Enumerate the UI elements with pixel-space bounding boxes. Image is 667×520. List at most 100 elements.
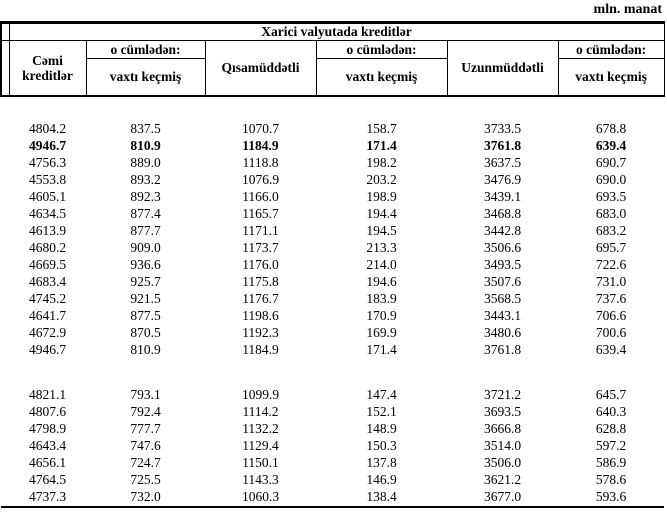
section-gap-cell (1, 359, 664, 387)
value-cell-total-overdue: 870.5 (130, 325, 161, 340)
value-cell-long-term-overdue: 639.4 (595, 138, 627, 153)
value-cell-short-term: 1143.3 (242, 472, 279, 487)
value-cell-long-term-overdue: 695.7 (595, 240, 627, 255)
value-cell-total-overdue: 747.6 (130, 438, 161, 453)
value-cell-total-credits: 4745.2 (28, 291, 67, 306)
value-cell-short-term: 1150.1 (242, 455, 279, 470)
value-cell-short-term-overdue: 146.9 (366, 472, 397, 487)
value-cell-long-term-overdue: 700.6 (595, 325, 627, 340)
cutoff-column-cell (1, 455, 9, 472)
value-cell-long-term: 3761.8 (483, 342, 522, 357)
value-cell-long-term: 3514.0 (483, 438, 522, 453)
value-cell-long-term-overdue: 639.4 (595, 342, 627, 357)
value-cell-total-overdue: 893.2 (130, 172, 161, 187)
value-cell-long-term: 3443.1 (483, 308, 522, 323)
cutoff-column-header (0, 21, 10, 41)
value-cell-total-credits: 4672.9 (28, 325, 67, 340)
value-cell-long-term: 3637.5 (483, 155, 522, 170)
foreign-currency-credits-table: Xarici valyutada kreditlər Cəmi kreditlə… (0, 21, 665, 508)
value-cell-total-overdue: 792.4 (130, 404, 161, 419)
header-data-spacer (1, 96, 664, 121)
value-cell-long-term: 3439.1 (483, 189, 522, 204)
value-cell-short-term-overdue: 170.9 (366, 308, 397, 323)
value-cell-short-term-overdue: 213.3 (366, 240, 397, 255)
cutoff-column-cell (1, 308, 9, 325)
value-cell-short-term-overdue: 138.4 (316, 488, 447, 508)
cutoff-column-cell (1, 223, 9, 240)
column-header-long-term: Uzunmüddətli (446, 40, 559, 97)
cutoff-column-cell (1, 206, 9, 223)
header-row-including: Cəmi kreditlər o cümlədən: Qısamüddətli … (0, 40, 665, 97)
value-cell-long-term-overdue: 690.7 (595, 155, 627, 170)
value-cell-total-credits: 4641.7 (28, 308, 67, 323)
cutoff-column-cell (1, 472, 9, 489)
header-data-spacer-cell (1, 96, 664, 121)
value-cell-long-term: 3468.8 (483, 206, 522, 221)
section-gap (1, 359, 664, 387)
table-row: 4680.2 909.0 1173.7 213.3 3506.6 695.7 (1, 240, 664, 257)
value-cell-total-credits: 4764.5 (28, 472, 67, 487)
cutoff-column-cell (1, 438, 9, 455)
value-cell-long-term-overdue: 683.0 (595, 206, 627, 221)
value-cell-short-term-overdue: 152.1 (366, 404, 397, 419)
table-title: Xarici valyutada kreditlər (8, 21, 665, 41)
table-row: 4807.6 792.4 1114.2 152.1 3693.5 640.3 (1, 404, 664, 421)
value-cell-short-term: 1166.0 (242, 189, 279, 204)
header-row-overdue: vaxtı keçmiş vaxtı keçmiş vaxtı keçmiş (1, 58, 665, 97)
unit-label: mln. manat (593, 2, 662, 17)
value-cell-short-term-overdue: 148.9 (366, 421, 397, 436)
cutoff-column-cell (1, 257, 9, 274)
value-cell-short-term-overdue: 198.2 (366, 155, 397, 170)
cutoff-column-cell (1, 172, 9, 189)
value-cell-total-credits: 4807.6 (28, 404, 67, 419)
table-row: 4553.8 893.2 1076.9 203.2 3476.9 690.0 (1, 172, 664, 189)
table-row: 4804.2 837.5 1070.7 158.7 3733.5 678.8 (1, 121, 664, 138)
value-cell-total-credits: 4946.7 (28, 138, 67, 153)
value-cell-short-term: 1060.3 (205, 488, 316, 508)
value-cell-total-credits: 4946.7 (28, 342, 67, 357)
value-cell-short-term: 1132.2 (242, 421, 279, 436)
value-cell-long-term-overdue: 645.7 (595, 387, 627, 402)
column-header-short-term: Qısamüddətli (204, 40, 317, 97)
value-cell-short-term-overdue: 203.2 (366, 172, 397, 187)
cutoff-column-cell (1, 121, 9, 138)
table-row: 4683.4 925.7 1175.8 194.6 3507.6 731.0 (1, 274, 664, 291)
value-cell-total-overdue: 936.6 (130, 257, 161, 272)
table-row: 4643.4 747.6 1129.4 150.3 3514.0 597.2 (1, 438, 664, 455)
table-body: 4804.2 837.5 1070.7 158.7 3733.5 678.8 4946.7 8… (1, 96, 665, 508)
value-cell-long-term-overdue: 678.8 (595, 121, 627, 136)
value-cell-short-term: 1175.8 (242, 274, 279, 289)
value-cell-long-term-overdue: 683.2 (595, 223, 627, 238)
column-header-including-2: o cümlədən: (315, 40, 448, 59)
table-row: 4764.5 725.5 1143.3 146.9 3621.2 578.6 (1, 472, 664, 489)
value-cell-long-term-overdue: 628.8 (595, 421, 627, 436)
value-cell-long-term-overdue: 640.3 (595, 404, 627, 419)
column-header-overdue-2: vaxtı keçmiş (315, 58, 448, 97)
cutoff-column-header-body (0, 40, 10, 97)
value-cell-short-term-overdue: 198.9 (366, 189, 397, 204)
table-header: Xarici valyutada kreditlər Cəmi kreditlə… (0, 21, 665, 97)
table-row: 4669.5 936.6 1176.0 214.0 3493.5 722.6 (1, 257, 664, 274)
value-cell-long-term-overdue: 722.6 (595, 257, 627, 272)
value-cell-total-overdue: 877.5 (130, 308, 161, 323)
table-row: 4946.7 810.9 1184.9 171.4 3761.8 639.4 (1, 342, 664, 359)
value-cell-short-term-overdue: 137.8 (366, 455, 397, 470)
value-cell-short-term-overdue: 194.5 (366, 223, 397, 238)
value-cell-total-credits: 4656.1 (28, 455, 67, 470)
value-cell-long-term: 3621.2 (483, 472, 522, 487)
value-cell-total-overdue: 909.0 (130, 240, 161, 255)
value-cell-long-term: 3476.9 (483, 172, 522, 187)
table-row: 4634.5 877.4 1165.7 194.4 3468.8 683.0 (1, 206, 664, 223)
value-cell-long-term: 3677.0 (447, 488, 558, 508)
value-cell-short-term: 1176.0 (242, 257, 279, 272)
value-cell-long-term-overdue: 597.2 (595, 438, 627, 453)
value-cell-long-term: 3568.5 (483, 291, 522, 306)
value-cell-long-term: 3733.5 (483, 121, 522, 136)
value-cell-short-term: 1176.7 (242, 291, 279, 306)
value-cell-short-term: 1129.4 (242, 438, 279, 453)
value-cell-total-overdue: 892.3 (130, 189, 161, 204)
value-cell-long-term-overdue: 578.6 (595, 472, 627, 487)
value-cell-total-overdue: 877.7 (130, 223, 161, 238)
value-cell-total-credits: 4756.3 (28, 155, 67, 170)
value-cell-total-overdue: 925.7 (130, 274, 161, 289)
